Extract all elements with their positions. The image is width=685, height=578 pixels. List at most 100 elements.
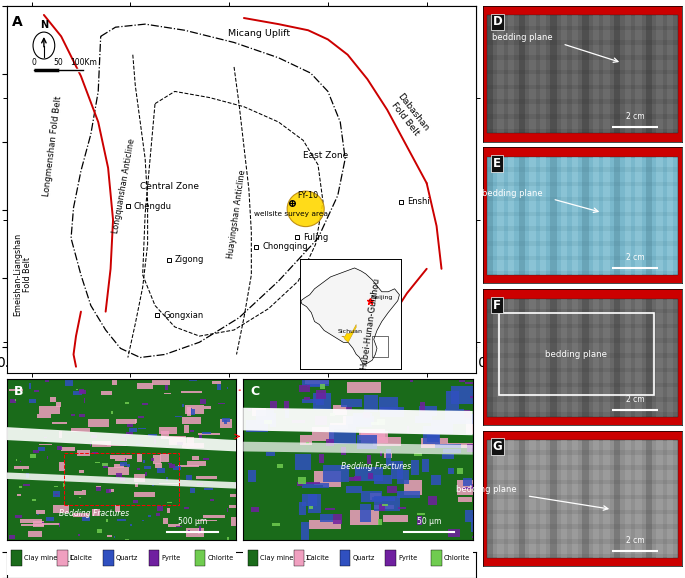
Bar xyxy=(625,298,631,417)
Bar xyxy=(487,197,677,201)
Bar xyxy=(487,157,493,275)
Bar xyxy=(572,440,578,558)
Text: FY-10: FY-10 xyxy=(297,191,319,201)
Bar xyxy=(138,428,146,429)
Bar xyxy=(487,70,677,75)
Bar xyxy=(530,298,536,417)
Bar xyxy=(635,15,642,134)
Bar xyxy=(54,486,58,487)
Bar xyxy=(264,420,273,424)
Bar xyxy=(561,440,567,558)
Bar xyxy=(127,424,134,427)
Bar xyxy=(235,481,239,486)
Bar xyxy=(635,440,642,558)
Bar xyxy=(103,463,108,466)
Bar xyxy=(428,496,438,506)
Bar xyxy=(29,531,42,537)
Bar xyxy=(294,550,304,565)
Bar xyxy=(16,460,17,461)
Bar xyxy=(21,429,22,430)
Text: Huayingshan Anticline: Huayingshan Anticline xyxy=(226,169,247,259)
Bar xyxy=(222,418,230,423)
Bar xyxy=(487,167,677,172)
Bar xyxy=(168,463,172,465)
Bar xyxy=(330,423,348,429)
Bar xyxy=(151,458,153,461)
Bar xyxy=(378,519,382,525)
Bar xyxy=(187,407,191,416)
Bar xyxy=(320,384,325,388)
Bar xyxy=(364,395,378,412)
Bar xyxy=(487,25,677,30)
Text: 2 cm: 2 cm xyxy=(625,536,644,546)
Bar xyxy=(462,487,473,489)
Bar xyxy=(152,379,170,385)
Bar xyxy=(203,515,225,518)
Bar xyxy=(153,455,161,464)
Bar xyxy=(614,15,621,134)
Bar xyxy=(10,399,16,403)
Bar xyxy=(530,157,536,275)
Bar xyxy=(582,157,588,275)
Bar xyxy=(327,439,334,446)
Bar xyxy=(656,15,663,134)
Bar xyxy=(373,505,394,509)
Bar xyxy=(160,454,169,462)
Bar xyxy=(471,484,484,488)
Bar xyxy=(614,298,621,417)
Bar xyxy=(497,157,504,275)
Bar xyxy=(135,483,138,487)
Bar xyxy=(38,447,45,451)
Ellipse shape xyxy=(287,191,324,227)
Text: Longquanshan Anticline: Longquanshan Anticline xyxy=(112,138,137,234)
Bar xyxy=(561,298,567,417)
Bar xyxy=(447,468,454,474)
Text: 500 μm: 500 μm xyxy=(178,517,208,526)
Text: Quartz: Quartz xyxy=(352,555,375,561)
Bar xyxy=(127,464,129,467)
Bar xyxy=(380,407,404,417)
Bar xyxy=(371,423,379,425)
Bar xyxy=(186,405,203,414)
Text: Chongqing: Chongqing xyxy=(262,242,308,251)
Bar xyxy=(530,15,536,134)
Bar xyxy=(65,380,73,387)
Bar xyxy=(371,493,382,499)
Bar xyxy=(57,446,62,450)
Bar xyxy=(53,505,69,513)
Bar xyxy=(152,486,154,487)
Bar xyxy=(463,478,472,486)
Bar xyxy=(332,514,342,524)
Bar xyxy=(508,15,514,134)
Bar xyxy=(299,502,306,516)
Bar xyxy=(308,494,321,513)
Bar xyxy=(182,403,184,407)
Bar xyxy=(540,157,546,275)
Bar xyxy=(295,454,311,470)
Bar xyxy=(224,420,227,424)
Bar xyxy=(79,390,84,393)
Text: 2 cm: 2 cm xyxy=(625,253,644,262)
Bar xyxy=(168,524,180,527)
Bar xyxy=(383,516,408,522)
Bar xyxy=(320,514,333,523)
Bar xyxy=(34,390,39,392)
Text: B: B xyxy=(14,385,23,398)
Bar xyxy=(285,410,289,418)
Bar xyxy=(145,472,147,476)
Bar xyxy=(74,491,86,495)
Bar xyxy=(248,550,258,565)
Bar xyxy=(312,427,334,440)
Bar xyxy=(572,157,578,275)
Bar xyxy=(646,15,652,134)
Bar xyxy=(447,443,477,448)
Bar xyxy=(134,492,155,497)
Bar xyxy=(157,468,165,473)
Text: 0: 0 xyxy=(32,58,36,67)
Bar xyxy=(593,157,599,275)
Bar xyxy=(253,407,266,416)
Bar xyxy=(452,414,475,424)
Bar xyxy=(182,417,201,424)
Bar xyxy=(308,384,323,387)
Bar xyxy=(540,440,546,558)
